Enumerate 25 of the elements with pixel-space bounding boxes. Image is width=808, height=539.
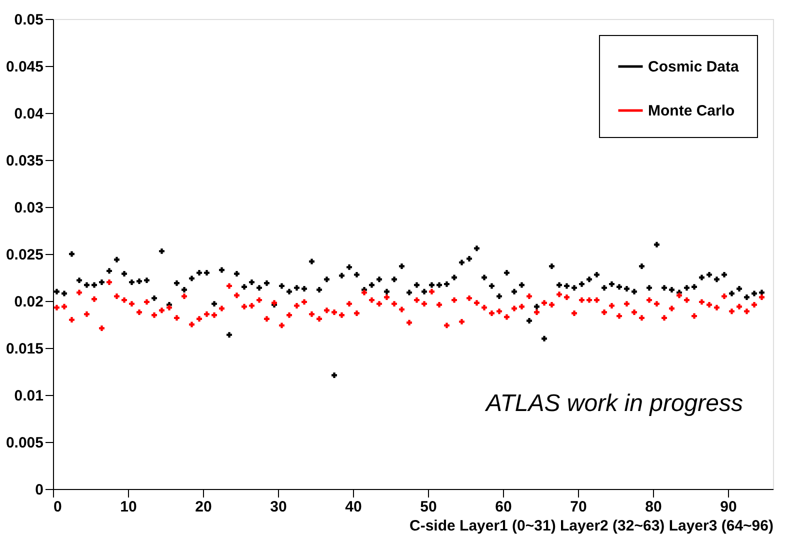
y-tick-label: 0.025 (6, 246, 44, 264)
x-tick-label: 60 (495, 498, 512, 516)
legend-label: Monte Carlo (648, 102, 735, 120)
x-tick-label: 70 (570, 498, 587, 516)
y-tick-label: 0.045 (6, 58, 44, 76)
x-axis-title: C-side Layer1 (0~31) Layer2 (32~63) Layer3 (64~96) (410, 518, 774, 534)
y-tick-label: 0.035 (6, 152, 44, 170)
y-tick-label: 0.03 (14, 200, 44, 216)
y-tick-label: 0.015 (6, 340, 44, 358)
x-tick-label: 40 (345, 498, 362, 516)
x-tick-label: 90 (720, 498, 737, 516)
y-tick-label: 0.01 (14, 388, 44, 404)
y-tick-label: 0.02 (14, 294, 44, 310)
y-tick-label: 0.04 (14, 106, 44, 122)
x-tick-label: 80 (645, 498, 662, 516)
x-tick-label: 50 (420, 498, 437, 516)
x-tick-label: 10 (120, 498, 137, 516)
y-tick-label: 0 (35, 482, 44, 498)
x-tick-label: 20 (195, 498, 212, 516)
y-tick-label: 0.05 (14, 12, 44, 28)
x-tick-label: 0 (54, 498, 62, 516)
x-tick-label: 30 (270, 498, 287, 516)
annotation: ATLAS work in progress (484, 390, 743, 417)
y-tick-label: 0.005 (6, 434, 44, 452)
legend-label: Cosmic Data (648, 58, 740, 76)
